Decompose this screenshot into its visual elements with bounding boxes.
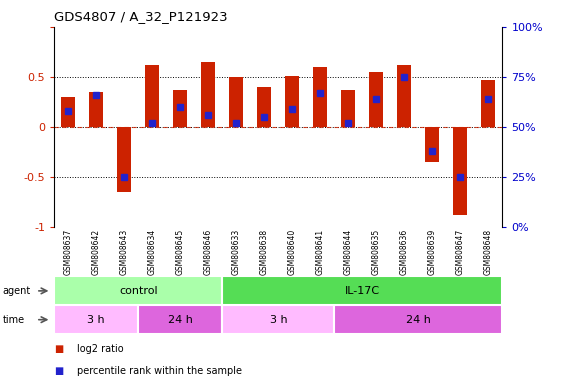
Text: GSM808640: GSM808640 bbox=[288, 229, 297, 275]
Text: agent: agent bbox=[3, 286, 31, 296]
Bar bbox=[369, 72, 383, 127]
Text: 24 h: 24 h bbox=[406, 314, 431, 325]
Bar bbox=[222, 305, 335, 334]
Text: GSM808643: GSM808643 bbox=[120, 229, 129, 275]
Bar bbox=[335, 305, 502, 334]
Bar bbox=[313, 67, 327, 127]
Text: GSM808638: GSM808638 bbox=[260, 229, 269, 275]
Bar bbox=[230, 77, 243, 127]
Text: log2 ratio: log2 ratio bbox=[77, 344, 124, 354]
Bar bbox=[397, 65, 412, 127]
Bar bbox=[481, 80, 496, 127]
Text: control: control bbox=[119, 286, 158, 296]
Text: time: time bbox=[3, 314, 25, 325]
Bar bbox=[453, 127, 468, 215]
Bar bbox=[286, 76, 299, 127]
Bar bbox=[54, 276, 222, 305]
Bar bbox=[145, 65, 159, 127]
Text: GSM808645: GSM808645 bbox=[176, 229, 185, 275]
Text: GSM808639: GSM808639 bbox=[428, 229, 437, 275]
Text: percentile rank within the sample: percentile rank within the sample bbox=[77, 366, 242, 376]
Text: GDS4807 / A_32_P121923: GDS4807 / A_32_P121923 bbox=[54, 10, 228, 23]
Bar bbox=[61, 97, 75, 127]
Text: ■: ■ bbox=[54, 366, 63, 376]
Text: GSM808647: GSM808647 bbox=[456, 229, 465, 275]
Text: GSM808636: GSM808636 bbox=[400, 229, 409, 275]
Bar bbox=[174, 90, 187, 127]
Text: GSM808634: GSM808634 bbox=[148, 229, 157, 275]
Text: GSM808642: GSM808642 bbox=[92, 229, 100, 275]
Text: ■: ■ bbox=[54, 344, 63, 354]
Text: 3 h: 3 h bbox=[270, 314, 287, 325]
Bar bbox=[258, 87, 271, 127]
Bar bbox=[89, 92, 103, 127]
Bar bbox=[222, 276, 502, 305]
Text: GSM808648: GSM808648 bbox=[484, 229, 493, 275]
Bar bbox=[54, 305, 138, 334]
Text: GSM808646: GSM808646 bbox=[204, 229, 213, 275]
Text: GSM808635: GSM808635 bbox=[372, 229, 381, 275]
Text: GSM808644: GSM808644 bbox=[344, 229, 353, 275]
Bar bbox=[138, 305, 222, 334]
Text: GSM808633: GSM808633 bbox=[232, 229, 241, 275]
Bar bbox=[202, 62, 215, 127]
Text: 24 h: 24 h bbox=[168, 314, 193, 325]
Text: IL-17C: IL-17C bbox=[345, 286, 380, 296]
Text: GSM808641: GSM808641 bbox=[316, 229, 325, 275]
Bar bbox=[341, 90, 355, 127]
Bar bbox=[117, 127, 131, 192]
Text: GSM808637: GSM808637 bbox=[64, 229, 73, 275]
Bar bbox=[425, 127, 440, 162]
Text: 3 h: 3 h bbox=[87, 314, 105, 325]
